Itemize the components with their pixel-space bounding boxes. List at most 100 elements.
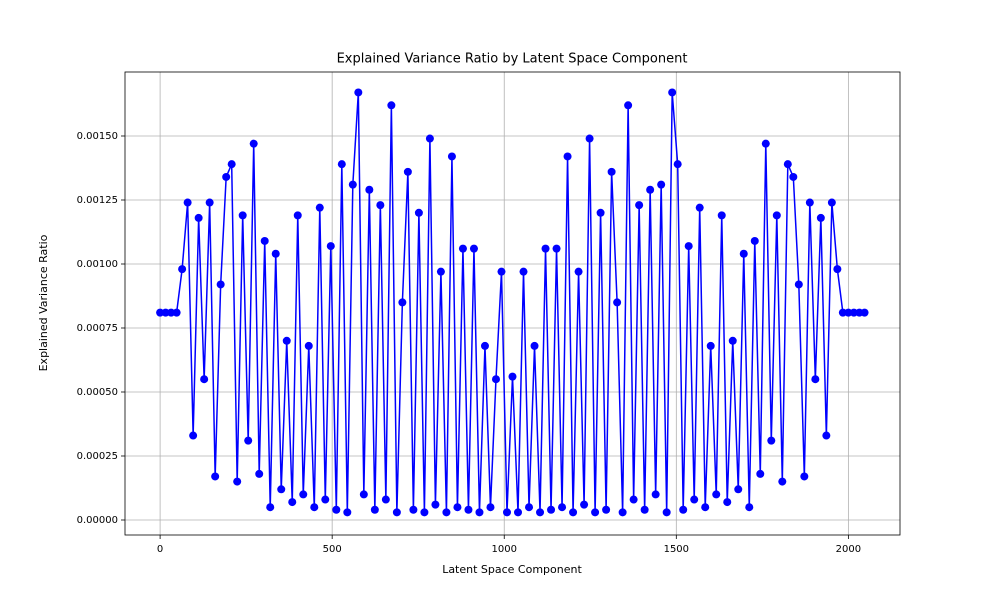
x-tick-label: 0: [157, 544, 163, 555]
x-tick-label: 500: [323, 544, 342, 555]
data-point: [596, 208, 605, 217]
data-point: [233, 477, 242, 486]
data-point: [304, 341, 313, 350]
data-point: [288, 498, 297, 507]
data-point: [348, 180, 357, 189]
data-point: [838, 308, 847, 317]
data-point: [547, 505, 556, 514]
data-point: [491, 375, 500, 384]
data-point: [651, 490, 660, 499]
data-point: [816, 213, 825, 222]
data-point: [475, 508, 484, 517]
data-point: [326, 242, 335, 251]
x-tick-label: 1500: [664, 544, 689, 555]
data-point: [436, 267, 445, 276]
x-axis-label: Latent Space Component: [442, 563, 582, 576]
data-point: [222, 172, 231, 181]
data-point: [321, 495, 330, 504]
data-point: [745, 503, 754, 512]
data-point: [580, 500, 589, 509]
x-tick-label: 2000: [836, 544, 861, 555]
data-point: [343, 508, 352, 517]
y-tick-label: 0.00000: [77, 515, 118, 526]
data-point: [552, 244, 561, 253]
data-point: [767, 436, 776, 445]
data-point: [354, 88, 363, 97]
data-point: [585, 134, 594, 143]
data-point: [602, 505, 611, 514]
data-point: [827, 198, 836, 207]
data-point: [640, 505, 649, 514]
data-point: [536, 508, 545, 517]
data-point: [635, 201, 644, 210]
y-tick-label: 0.00075: [77, 323, 118, 334]
data-point: [205, 198, 214, 207]
data-point: [447, 152, 456, 161]
data-point: [431, 500, 440, 509]
data-point: [178, 265, 187, 274]
data-point: [194, 213, 203, 222]
data-point: [381, 495, 390, 504]
data-point: [260, 236, 269, 245]
data-point: [508, 372, 517, 381]
data-point: [844, 308, 853, 317]
data-point: [679, 505, 688, 514]
data-point: [563, 152, 572, 161]
data-point: [805, 198, 814, 207]
data-point: [425, 134, 434, 143]
data-point: [403, 167, 412, 176]
data-point: [172, 308, 181, 317]
chart-title: Explained Variance Ratio by Latent Space…: [337, 52, 688, 67]
data-point: [783, 160, 792, 169]
data-point: [315, 203, 324, 212]
plot-frame: [124, 71, 901, 536]
data-point: [299, 490, 308, 499]
data-point: [249, 139, 258, 148]
y-tick-label: 0.00025: [77, 451, 118, 462]
data-point: [541, 244, 550, 253]
y-tick-label: 0.00150: [77, 131, 118, 142]
data-point: [833, 265, 842, 274]
data-point: [409, 505, 418, 514]
data-point: [618, 508, 627, 517]
data-point: [558, 503, 567, 512]
data-point: [646, 185, 655, 194]
data-point: [370, 505, 379, 514]
data-point: [216, 280, 225, 289]
data-point: [728, 336, 737, 345]
data-point: [800, 472, 809, 481]
y-axis-label: Explained Variance Ratio: [37, 234, 50, 371]
data-point: [673, 160, 682, 169]
data-point: [161, 308, 170, 317]
data-point: [271, 249, 280, 258]
y-tick-label: 0.00125: [77, 195, 118, 206]
data-point: [723, 498, 732, 507]
data-point: [332, 505, 341, 514]
data-point: [293, 211, 302, 220]
data-point: [255, 469, 264, 478]
data-point: [310, 503, 319, 512]
data-point: [811, 375, 820, 384]
data-point: [442, 508, 451, 517]
data-point: [778, 477, 787, 486]
data-point: [717, 211, 726, 220]
x-tick-label: 1000: [492, 544, 517, 555]
data-point: [376, 201, 385, 210]
data-point: [706, 341, 715, 350]
data-point: [624, 101, 633, 110]
data-point: [613, 298, 622, 307]
data-point: [668, 88, 677, 97]
data-point: [684, 242, 693, 251]
data-point: [607, 167, 616, 176]
data-point: [277, 485, 286, 494]
data-point: [497, 267, 506, 276]
data-point: [414, 208, 423, 217]
data-point: [519, 267, 528, 276]
data-point: [167, 308, 176, 317]
data-point: [337, 160, 346, 169]
data-point: [772, 211, 781, 220]
data-point: [200, 375, 209, 384]
data-point: [464, 505, 473, 514]
